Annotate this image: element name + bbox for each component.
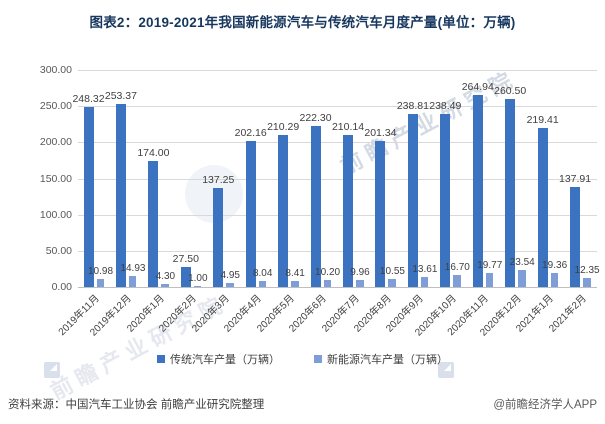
bar-label-new-energy: 19.36 [542,259,568,271]
bar-label-new-energy: 16.70 [444,261,470,273]
y-axis-tick-label: 50.00 [45,244,72,257]
bar-new-energy [356,279,364,287]
legend-item-new-energy: 新能源汽车产量（万辆） [314,351,448,367]
bar-label-traditional: 253.37 [104,89,137,102]
bar-label-traditional: 238.81 [396,100,429,113]
bar-label-new-energy: 8.04 [252,268,273,280]
bar-traditional [83,107,94,287]
bar-label-traditional: 27.50 [172,253,199,266]
bar-label-new-energy: 4.95 [220,270,240,282]
y-axis-tick-label: 250.00 [39,100,72,113]
legend-label-traditional: 传统汽车产量（万辆） [170,354,280,366]
gridline [78,214,597,216]
gridline [78,142,597,144]
chart-title: 图表2：2019-2021年我国新能源汽车与传统汽车月度产量(单位：万辆) [89,15,516,30]
gridline [78,70,597,71]
bar-label-new-energy: 13.61 [412,264,438,276]
bar-traditional [245,140,256,287]
bar-traditional [570,187,581,287]
legend-item-traditional: 传统汽车产量（万辆） [157,351,280,367]
footer: 资料来源：中国汽车工业协会 前瞻产业研究院整理 @前瞻经济学人APP [0,396,605,416]
bar-traditional [472,95,483,287]
bar-label-traditional: 248.32 [72,93,105,106]
gridline [78,287,597,288]
bar-new-energy [518,269,526,287]
gridline [78,106,597,108]
bar-label-new-energy: 10.20 [315,266,341,278]
credit-note: @前瞻经济学人APP [493,399,597,411]
bar-new-energy [161,283,169,287]
legend: 传统汽车产量（万辆） 新能源汽车产量（万辆） [0,351,605,367]
bar-traditional [148,161,159,287]
bar-new-energy [323,279,332,287]
bar-label-new-energy: 10.98 [87,266,114,278]
bar-new-energy [420,277,429,287]
bar-traditional [407,114,418,287]
bar-traditional [440,114,451,287]
y-axis-tick-label: 100.00 [39,208,72,221]
bar-label-new-energy: 1.00 [188,273,208,285]
bar-new-energy [193,286,202,287]
bar-new-energy [258,281,267,287]
y-axis-tick-label: 150.00 [39,172,72,185]
bar-label-traditional: 174.00 [137,147,170,160]
bar-label-new-energy: 8.41 [285,267,305,279]
x-axis-tick-label: 2019年11月 [56,293,102,339]
bar-label-new-energy: 19.77 [477,259,503,271]
gridline [78,178,597,180]
bar-new-energy [453,274,461,287]
bar-label-new-energy: 10.55 [379,266,405,278]
bar-new-energy [226,283,234,287]
legend-swatch-traditional [157,355,165,363]
bar-traditional [310,126,321,287]
bar-traditional [213,187,224,287]
bar-traditional [343,134,353,287]
bar-label-new-energy: 9.96 [350,266,370,278]
y-axis-tick-label: 300.00 [39,64,72,76]
bar-label-traditional: 137.25 [202,173,235,186]
bar-label-traditional: 210.14 [331,120,365,133]
bar-new-energy [550,272,559,287]
y-axis-tick-label: 200.00 [39,136,72,149]
bar-label-traditional: 264.94 [461,81,494,94]
bar-traditional [375,141,386,287]
bar-traditional [278,134,289,287]
bar-traditional [537,128,548,287]
bar-label-new-energy: 14.93 [120,263,146,275]
bar-traditional [115,103,126,287]
bar-traditional [180,267,191,287]
source-note: 资料来源：中国汽车工业协会 前瞻产业研究院整理 [8,399,265,411]
bar-label-traditional: 238.49 [429,100,462,113]
bar-new-energy [485,272,494,287]
bar-label-traditional: 219.41 [526,114,559,127]
bar-new-energy [128,276,137,287]
bar-traditional [505,98,516,287]
bar-label-new-energy: 4.30 [155,270,176,282]
bar-label-traditional: 201.34 [364,127,397,140]
gridline [78,250,597,252]
bar-label-traditional: 210.29 [267,120,300,133]
bar-label-traditional: 260.50 [494,84,527,97]
legend-label-new-energy: 新能源汽车产量（万辆） [327,354,448,366]
y-axis-tick-label: 0.00 [51,281,72,293]
bar-label-traditional: 202.16 [234,126,267,139]
bar-new-energy [583,278,591,287]
bar-label-new-energy: 12.35 [574,265,600,277]
bar-new-energy [96,279,104,287]
bar-label-traditional: 137.91 [559,173,592,186]
legend-swatch-new-energy [314,355,322,363]
bar-label-new-energy: 23.54 [509,256,535,268]
bar-new-energy [388,279,396,287]
bar-new-energy [291,280,299,287]
bar-label-traditional: 222.30 [299,112,332,125]
